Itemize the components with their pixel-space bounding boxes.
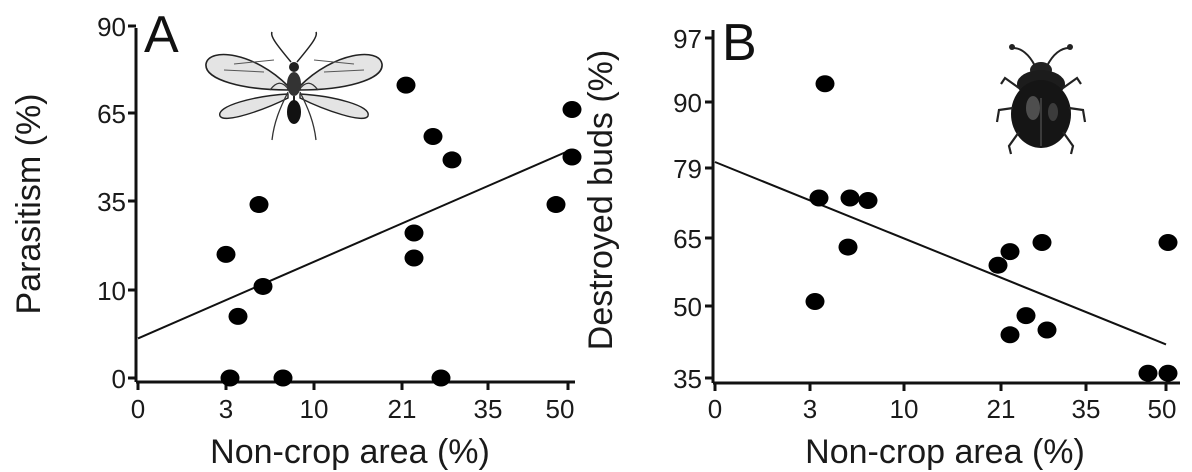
panel-b-ytick: 50 xyxy=(673,292,702,322)
panel-b-ytick: 35 xyxy=(673,364,702,394)
panel-a-ytick: 65 xyxy=(97,99,126,129)
panel-b-xtick: 21 xyxy=(987,394,1016,424)
panel-b-y-axis-title: Destroyed buds (%) xyxy=(582,50,620,350)
panel-b-xtick: 10 xyxy=(890,394,919,424)
panel-a-ytick: 10 xyxy=(97,276,126,306)
beetle-icon xyxy=(995,44,1087,155)
panel-b-ytick: 79 xyxy=(673,154,702,184)
panel-a-ytick: 35 xyxy=(97,187,126,217)
panel-b-ticks xyxy=(705,36,1168,391)
panel-b-points xyxy=(805,75,1178,382)
panel-a-data-point xyxy=(249,196,269,214)
panel-b-data-point xyxy=(1158,234,1178,252)
panel-a-trendline xyxy=(137,150,569,340)
panel-b-xtick: 3 xyxy=(803,394,817,424)
panel-b-data-point xyxy=(1016,307,1036,325)
panel-a-xtick: 35 xyxy=(474,394,503,424)
panel-b-ytick: 65 xyxy=(673,224,702,254)
panel-a-data-point xyxy=(228,307,248,325)
panel-b-trendline xyxy=(714,161,1167,346)
panel-b-data-point xyxy=(1138,364,1158,382)
panel-a-x-axis-title: Non-crop area (%) xyxy=(210,433,490,471)
panel-b-letter: B xyxy=(722,14,757,72)
wasp-icon xyxy=(205,31,383,141)
panel-a-ticks xyxy=(128,24,570,390)
panel-a-data-point xyxy=(404,224,424,242)
panel-a-xtick: 21 xyxy=(388,394,417,424)
panel-a-data-point xyxy=(431,369,451,387)
panel-a-data-point xyxy=(546,196,566,214)
panel-b-data-point xyxy=(838,238,858,256)
panel-a-ytick: 90 xyxy=(97,12,126,42)
panel-a-data-point xyxy=(442,151,462,169)
panel-a-xtick: 3 xyxy=(219,394,233,424)
panel-b-data-point xyxy=(1000,326,1020,344)
panel-a-y-axis-title: Parasitism (%) xyxy=(10,93,48,314)
panel-a-ytick: 0 xyxy=(112,364,126,394)
panel-b-data-point xyxy=(1000,243,1020,261)
panel-a-data-point xyxy=(253,277,273,295)
panel-b-axes xyxy=(711,30,1180,385)
panel-b-data-point xyxy=(815,75,835,93)
panel-b-xtick: 35 xyxy=(1072,394,1101,424)
panel-b-data-point xyxy=(805,292,825,310)
panel-a-data-point xyxy=(562,101,582,119)
panel-b-data-point xyxy=(988,256,1008,274)
panel-a-xtick: 0 xyxy=(131,394,145,424)
panel-b-x-axis-title: Non-crop area (%) xyxy=(805,433,1085,471)
panel-b: 35 50 65 79 90 97 0 3 10 21 35 50 Non-cr… xyxy=(582,14,1180,471)
panel-a-data-point xyxy=(404,249,424,267)
panel-b-xtick: 50 xyxy=(1148,394,1177,424)
panel-a-xtick: 10 xyxy=(300,394,329,424)
panel-b-data-point xyxy=(809,189,829,207)
panel-a-data-point xyxy=(273,369,293,387)
panel-a-axes xyxy=(134,28,575,384)
panel-a-points xyxy=(216,76,582,387)
panel-a-data-point xyxy=(396,76,416,94)
panel-b-data-point xyxy=(858,192,878,209)
panel-a-data-point xyxy=(423,127,443,145)
panel-a-data-point xyxy=(220,369,240,387)
panel-b-data-point xyxy=(1158,364,1178,382)
panel-a-data-point xyxy=(216,245,236,263)
panel-a-letter: A xyxy=(144,6,179,64)
panel-a-xtick: 50 xyxy=(546,394,575,424)
panel-a-data-point xyxy=(562,148,582,166)
panel-b-data-point xyxy=(1037,321,1057,339)
panel-b-data-point xyxy=(840,189,860,207)
panel-b-ytick: 97 xyxy=(673,24,702,54)
panel-b-data-point xyxy=(1032,234,1052,252)
panel-b-xtick: 0 xyxy=(708,394,722,424)
panel-b-ytick: 90 xyxy=(673,88,702,118)
panel-a: 0 10 35 65 90 0 3 10 21 35 50 Non-crop a… xyxy=(10,6,582,471)
